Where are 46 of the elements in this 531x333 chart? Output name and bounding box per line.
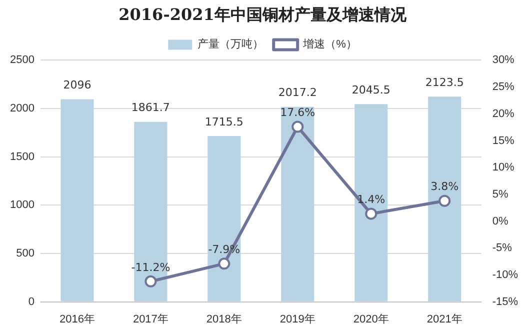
point: [144, 275, 157, 288]
x-tick-label: 2021年: [426, 313, 462, 326]
data-label: 1715.5: [204, 115, 244, 128]
x-tick-label: 2017年: [132, 313, 168, 326]
bar: [60, 99, 94, 302]
legend-label: 产量（万吨）: [198, 38, 264, 51]
chart-title: 2016-2021年中国铜材产量及增速情况: [118, 4, 408, 24]
y-tick-label: 0: [28, 296, 34, 308]
y-tick-label: 2500: [10, 54, 34, 66]
data-label: 2045.5: [352, 83, 390, 96]
data-label: 2017.2: [278, 86, 317, 100]
data-label: 3.8%: [430, 180, 459, 194]
x-tick-label: 2020年: [353, 313, 389, 326]
point: [365, 208, 378, 220]
point: [218, 258, 230, 270]
y-tick-label: 1000: [10, 199, 34, 212]
legend-label: 增速（%）: [302, 38, 357, 51]
y2-tick-label: 15%: [492, 134, 515, 147]
data-label: 1861.7: [131, 101, 170, 114]
y2-tick-label: 0%: [492, 215, 508, 228]
y2-tick-label: 25%: [492, 81, 515, 94]
x-tick-label: 2016年: [59, 313, 95, 326]
point: [292, 120, 304, 133]
data-label: -7.9%: [208, 243, 240, 256]
y2-tick-label: 5%: [492, 188, 508, 200]
y2-tick-label: -15%: [492, 296, 518, 308]
y2-tick-label: 10%: [492, 162, 515, 174]
y-tick-label: 1500: [10, 150, 34, 163]
y-tick-label: 2000: [10, 102, 34, 115]
bar: [354, 104, 388, 302]
data-label: -11.2%: [131, 260, 170, 274]
y2-tick-label: -10%: [492, 268, 518, 281]
y2-tick-label: 30%: [492, 54, 515, 66]
data-label: 17.6%: [280, 106, 316, 120]
data-label: 2123.5: [425, 76, 464, 89]
data-label: 1.4%: [357, 193, 386, 206]
bar: [208, 136, 241, 302]
y2-tick-label: 20%: [492, 108, 515, 120]
data-label: 2096: [63, 78, 92, 92]
x-tick-label: 2018年: [206, 313, 242, 326]
y-tick-label: 500: [16, 248, 34, 260]
x-tick-label: 2019年: [280, 313, 316, 326]
point: [438, 194, 451, 207]
bar: [281, 106, 314, 302]
bar: [428, 96, 462, 302]
y2-tick-label: -5%: [492, 242, 512, 254]
